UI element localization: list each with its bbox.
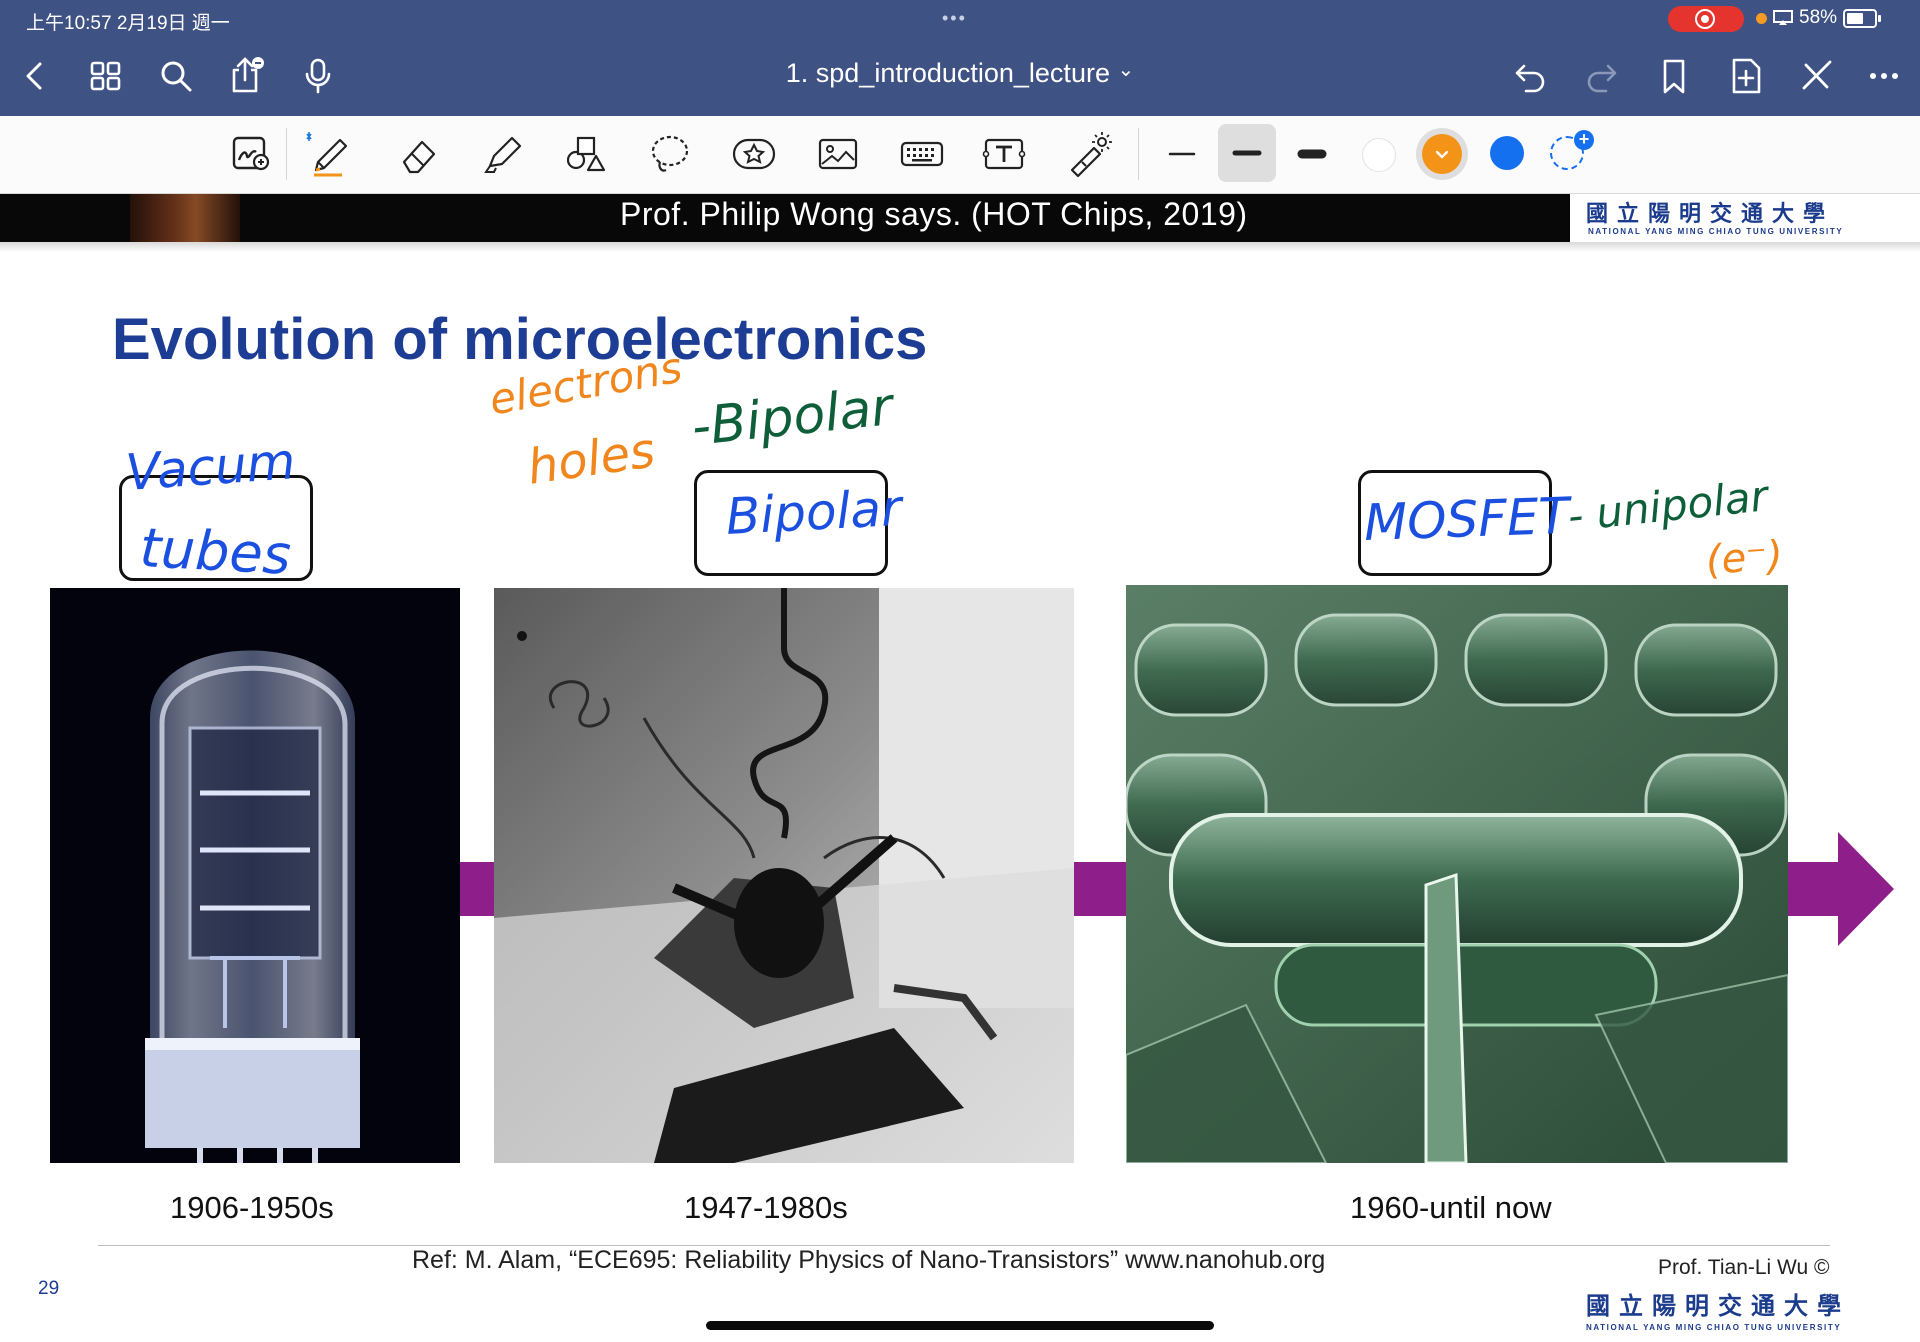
- back-chevron-icon[interactable]: [16, 56, 56, 96]
- ink-unipolar-word[interactable]: - unipolar: [1565, 471, 1770, 541]
- microphone-icon[interactable]: [298, 56, 338, 96]
- video-caption: Prof. Philip Wong says. (HOT Chips, 2019…: [620, 196, 1248, 232]
- color-orange-swatch[interactable]: [1422, 134, 1462, 174]
- laser-pointer-icon[interactable]: [1064, 130, 1112, 178]
- pen-icon[interactable]: [304, 130, 352, 178]
- era-label-bipolar: 1947-1980s: [684, 1190, 848, 1225]
- highlighter-icon[interactable]: [478, 130, 526, 178]
- record-ring-icon: [1695, 9, 1715, 29]
- lasso-icon[interactable]: [646, 130, 694, 178]
- vacuum-tube-photo: [50, 588, 460, 1163]
- finfet-sem-photo: [1126, 585, 1788, 1163]
- stroke-thin-option[interactable]: [1158, 130, 1206, 178]
- ink-box-bipolar[interactable]: [694, 470, 888, 576]
- grid-view-icon[interactable]: [86, 56, 126, 96]
- record-dot-icon: [1701, 15, 1709, 23]
- document-title-menu[interactable]: 1. spd_introduction_lecture ⌄: [0, 58, 1920, 89]
- footer-divider: [98, 1245, 1830, 1246]
- university-logo-bottom: 國立陽明交通大學 NATIONAL YANG MING CHIAO TUNG U…: [1586, 1286, 1850, 1332]
- ink-bipolar-note[interactable]: -Bipolar: [688, 377, 896, 458]
- video-frame-fragment: [130, 194, 240, 242]
- redo-icon[interactable]: [1582, 56, 1622, 96]
- university-name-chinese-bottom: 國立陽明交通大學: [1586, 1291, 1850, 1320]
- slide-page-number: 29: [38, 1278, 60, 1299]
- zoom-window-icon[interactable]: [228, 130, 276, 178]
- bookmark-icon[interactable]: [1654, 56, 1694, 96]
- ink-bipolar-box-word[interactable]: Bipolar: [724, 478, 903, 546]
- university-logo-top: 國立陽明交通大學 NATIONAL YANG MING CHIAO TUNG U…: [1570, 194, 1920, 242]
- add-page-icon[interactable]: [1726, 56, 1766, 96]
- ink-box-mosfet[interactable]: [1358, 470, 1552, 576]
- add-color-swatch[interactable]: [1550, 136, 1584, 170]
- ink-mosfet-word[interactable]: MOSFET: [1362, 486, 1571, 552]
- university-name-english: NATIONAL YANG MING CHIAO TUNG UNIVERSITY: [1588, 227, 1844, 236]
- keyboard-icon[interactable]: [898, 130, 946, 178]
- home-indicator[interactable]: [706, 1321, 1214, 1330]
- timeline-arrow-head: [1838, 832, 1894, 946]
- point-contact-transistor-photo: [494, 588, 1074, 1163]
- stroke-thick-option[interactable]: [1288, 130, 1336, 178]
- status-time-date: 上午10:57 2月19日 週一: [26, 13, 230, 34]
- screen-recording-indicator[interactable]: [1668, 6, 1744, 32]
- color-white-swatch[interactable]: [1362, 138, 1396, 172]
- ink-vacuum-word[interactable]: Vacum: [123, 432, 298, 502]
- ink-electron-paren[interactable]: (e⁻): [1704, 532, 1785, 584]
- battery-percent: 58%: [1799, 7, 1838, 28]
- reference-citation: Ref: M. Alam, “ECE695: Reliability Physi…: [412, 1246, 1326, 1274]
- image-icon[interactable]: [814, 130, 862, 178]
- ink-box-vacuum[interactable]: [119, 475, 313, 581]
- ink-tubes-word[interactable]: tubes: [138, 516, 293, 587]
- university-name-english-bottom: NATIONAL YANG MING CHIAO TUNG UNIVERSITY: [1586, 1323, 1842, 1332]
- screen-mirroring-icon: [1773, 10, 1793, 25]
- professor-credit: Prof. Tian-Li Wu ©: [1658, 1256, 1830, 1279]
- slide-title: Evolution of microelectronics: [112, 307, 928, 372]
- shapes-icon[interactable]: [560, 130, 608, 178]
- microphone-active-dot: [1756, 12, 1767, 24]
- undo-icon[interactable]: [1510, 56, 1550, 96]
- top-navigation-bar: 上午10:57 2月19日 週一 ••• 58% 1. spd_introduc…: [0, 0, 1920, 116]
- university-name-chinese: 國立陽明交通大學: [1586, 201, 1835, 227]
- search-icon[interactable]: [156, 56, 196, 96]
- title-chevron-icon[interactable]: ⌄: [1117, 59, 1135, 81]
- eraser-icon[interactable]: [394, 130, 442, 178]
- stickers-icon[interactable]: [730, 130, 778, 178]
- close-toolbar-pen-icon[interactable]: [1796, 56, 1836, 96]
- text-box-icon[interactable]: [980, 130, 1028, 178]
- ink-holes-word[interactable]: holes: [524, 422, 659, 496]
- video-caption-strip: [0, 194, 1570, 242]
- slide-divider: [0, 242, 1920, 252]
- document-title[interactable]: 1. spd_introduction_lecture: [785, 58, 1110, 88]
- era-label-vacuum: 1906-1950s: [170, 1190, 334, 1225]
- era-label-mosfet: 1960-until now: [1350, 1190, 1552, 1225]
- share-icon[interactable]: [226, 56, 266, 96]
- status-indicators: 58%: [1756, 7, 1882, 29]
- drawing-toolbar: +: [0, 116, 1920, 194]
- multitasking-dots[interactable]: •••: [942, 8, 967, 28]
- more-options-icon[interactable]: [1864, 56, 1904, 96]
- add-color-plus-icon[interactable]: +: [1574, 130, 1594, 150]
- battery-icon: [1843, 8, 1882, 28]
- stroke-medium-option[interactable]: [1218, 124, 1276, 182]
- color-blue-swatch[interactable]: [1490, 136, 1524, 170]
